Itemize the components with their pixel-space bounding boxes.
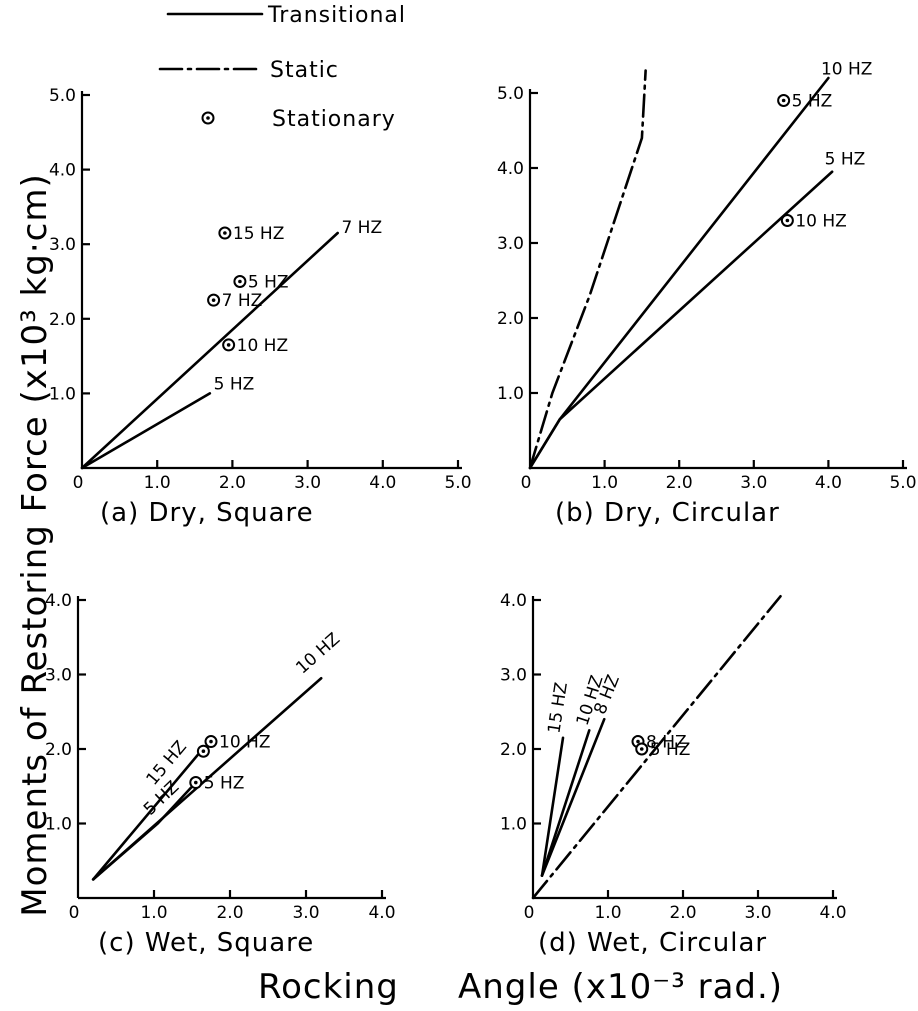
panel-caption: (c) Wet, Square <box>98 928 314 958</box>
series-line-transitional <box>540 736 565 877</box>
stationary-label: 8 HZ <box>646 733 687 753</box>
x-tick-label: 2.0 <box>216 903 243 923</box>
series-label: 10 HZ <box>821 59 872 79</box>
y-tick-label: 4.0 <box>497 159 524 179</box>
stationary-marker-dot <box>201 749 206 754</box>
series-label: 5 HZ <box>140 777 183 819</box>
x-axis-title-right: Angle (x10⁻³ rad.) <box>458 967 783 1007</box>
x-tick-label: 1.0 <box>140 903 167 923</box>
x-tick-label: 4.0 <box>369 473 396 493</box>
series-label: 10 HZ <box>292 629 344 678</box>
x-tick-label: 0 <box>524 903 535 923</box>
x-tick-label: 4.0 <box>368 903 395 923</box>
y-tick-label: 4.0 <box>500 591 527 611</box>
y-tick-label: 4.0 <box>49 161 76 181</box>
stationary-label: 10 HZ <box>795 212 846 232</box>
y-tick-label: 3.0 <box>497 234 524 254</box>
stationary-marker-dot <box>223 231 227 235</box>
series-line-transitional <box>540 717 606 877</box>
legend-static-label: Static <box>270 58 339 83</box>
stationary-label: 5 HZ <box>650 740 691 760</box>
y-tick-label: 1.0 <box>500 815 527 835</box>
y-axis-title: Moments of Restoring Force (x10³ kg·cm) <box>15 173 55 916</box>
x-tick-label: 2.0 <box>669 903 696 923</box>
y-tick-label: 1.0 <box>49 384 76 404</box>
series-line-static <box>528 69 647 470</box>
y-tick-label: 5.0 <box>49 86 76 106</box>
stationary-label: 7 HZ <box>222 291 263 311</box>
stationary-marker-dot <box>209 739 213 744</box>
series-label: 15 HZ <box>544 681 572 735</box>
series-line-transitional <box>540 729 591 877</box>
x-tick-label: 0 <box>69 903 80 923</box>
series-line-transitional <box>528 170 834 470</box>
stationary-marker-dot <box>639 747 644 751</box>
series-line-transitional <box>91 781 198 881</box>
legend-transitional-label: Transitional <box>267 3 406 28</box>
x-tick-label: 2.0 <box>666 473 693 493</box>
x-tick-label: 5.0 <box>889 473 916 493</box>
panel-caption: (b) Dry, Circular <box>555 498 780 528</box>
panels: 0 1.0 2.0 3.0 4.0 5.01.02.03.04.05.07 HZ5 HZ1… <box>45 59 917 958</box>
stationary-label: 15 HZ <box>233 224 284 244</box>
series-line-transitional <box>80 231 339 470</box>
y-tick-label: 3.0 <box>49 235 76 255</box>
y-tick-label: 3.0 <box>45 666 72 686</box>
stationary-marker-dot <box>781 98 786 103</box>
x-tick-label: 0 <box>73 473 84 493</box>
y-tick-label: 4.0 <box>45 591 72 611</box>
y-tick-label: 1.0 <box>45 815 72 835</box>
x-tick-label: 5.0 <box>444 473 471 493</box>
x-tick-label: 3.0 <box>740 473 767 493</box>
series-label: 5 HZ <box>214 375 255 395</box>
x-tick-label: 0 <box>521 473 532 493</box>
legend-stationary-marker <box>201 111 215 125</box>
stationary-marker-dot <box>194 780 198 785</box>
series-line-transitional <box>80 392 212 470</box>
panel-b: 0 1.0 2.0 3.0 4.0 5.0 1.0 2.0 3.0 4.0 5.0 10 HZ 5 HZ… <box>497 59 917 528</box>
stationary-label: 5 HZ <box>248 273 289 293</box>
y-tick-label: 2.0 <box>45 740 72 760</box>
x-tick-label: 1.0 <box>144 473 171 493</box>
panel-a: 0 1.0 2.0 3.0 4.0 5.01.02.03.04.05.07 HZ5 HZ1… <box>49 86 472 528</box>
y-tick-label: 2.0 <box>49 310 76 330</box>
x-tick-label: 4.0 <box>819 903 846 923</box>
x-tick-label: 1.0 <box>591 473 618 493</box>
x-tick-label: 2.0 <box>219 473 246 493</box>
y-tick-label: 3.0 <box>500 666 527 686</box>
x-tick-label: 3.0 <box>292 903 319 923</box>
stationary-marker-dot <box>211 298 216 302</box>
series-line-transitional <box>91 751 201 881</box>
y-tick-label: 2.0 <box>500 740 527 760</box>
series-label: 5 HZ <box>825 149 866 169</box>
y-tick-label: 1.0 <box>497 384 524 404</box>
stationary-label: 5 HZ <box>792 92 833 112</box>
stationary-marker-dot <box>636 739 640 744</box>
x-tick-label: 4.0 <box>815 473 842 493</box>
series-line-static <box>531 594 782 900</box>
legend-stationary-label: Stationary <box>272 107 396 132</box>
stationary-marker-dot <box>785 218 790 223</box>
stationary-label: 10 HZ <box>219 733 270 753</box>
stationary-marker-dot <box>238 279 242 284</box>
x-axis-title-left: Rocking <box>258 967 399 1007</box>
x-tick-label: 3.0 <box>294 473 321 493</box>
stationary-label: 10 HZ <box>237 336 288 356</box>
series-label: 7 HZ <box>341 218 382 238</box>
y-tick-label: 2.0 <box>497 309 524 329</box>
y-tick-label: 5.0 <box>497 84 524 104</box>
stationary-label: 5 HZ <box>204 774 245 794</box>
stationary-marker-dot <box>226 343 231 347</box>
x-tick-label: 1.0 <box>594 903 621 923</box>
series-line-transitional <box>528 76 830 470</box>
panel-caption: (d) Wet, Circular <box>538 928 767 958</box>
x-tick-label: 3.0 <box>744 903 771 923</box>
panel-d: 0 1.0 2.0 3.0 4.01.02.03.04.015 HZ 10 HZ8 HZ8… <box>500 591 847 958</box>
legend: Transitional Static Stationary <box>158 3 406 132</box>
panel-caption: (a) Dry, Square <box>100 498 314 528</box>
